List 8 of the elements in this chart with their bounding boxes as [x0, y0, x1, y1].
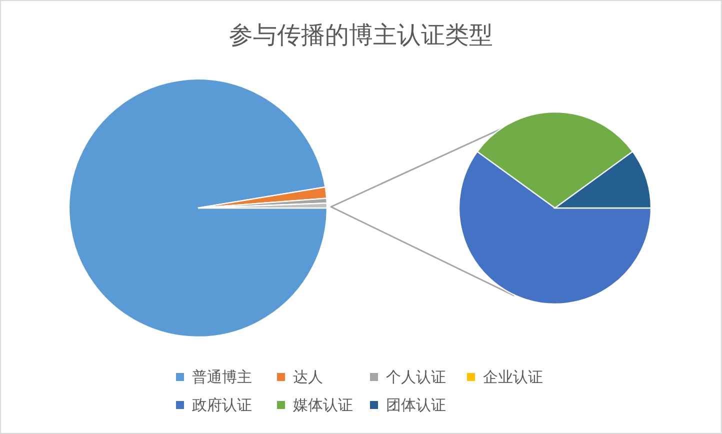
legend-label: 个人认证 — [386, 368, 446, 386]
legend-label: 政府认证 — [192, 396, 252, 414]
legend-label: 达人 — [293, 368, 323, 386]
legend-label: 团体认证 — [386, 396, 446, 414]
legend-label: 企业认证 — [483, 368, 543, 386]
legend-label: 媒体认证 — [293, 396, 353, 414]
legend-label: 普通博主 — [192, 368, 252, 386]
chart-title: 参与传播的博主认证类型 — [229, 21, 493, 49]
